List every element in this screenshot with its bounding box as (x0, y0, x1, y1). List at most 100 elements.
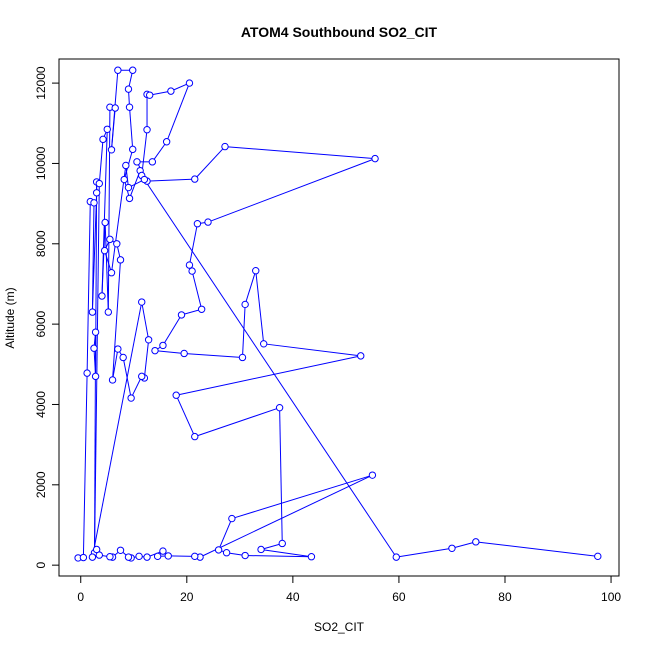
x-tick-label: 80 (498, 590, 512, 604)
y-tick-label: 6000 (34, 310, 48, 337)
series-segment (225, 147, 375, 159)
series-segment (192, 271, 202, 309)
data-point (223, 550, 229, 556)
data-point (192, 433, 198, 439)
series-segment (476, 542, 598, 556)
x-tick-label: 40 (286, 590, 300, 604)
data-point (139, 373, 145, 379)
series-segment (195, 147, 225, 180)
data-point (260, 341, 266, 347)
data-point (198, 306, 204, 312)
data-point (108, 270, 114, 276)
series-segment (147, 179, 195, 181)
data-point (178, 312, 184, 318)
series-segment (280, 408, 283, 544)
data-point (152, 347, 158, 353)
data-point (239, 354, 245, 360)
data-point (194, 221, 200, 227)
y-tick-label: 0 (34, 561, 48, 568)
data-point (109, 377, 115, 383)
series-segment (245, 271, 256, 305)
data-point (595, 553, 601, 559)
series-segment (105, 222, 108, 312)
data-point (121, 176, 127, 182)
data-point (100, 136, 106, 142)
data-point (107, 236, 113, 242)
data-point (120, 354, 126, 360)
data-point (101, 247, 107, 253)
data-point (242, 552, 248, 558)
data-point (91, 200, 97, 206)
data-point (173, 392, 179, 398)
data-point (104, 126, 110, 132)
data-point (126, 104, 132, 110)
data-point (128, 395, 134, 401)
data-point (449, 545, 455, 551)
data-point (92, 329, 98, 335)
data-point (189, 268, 195, 274)
y-tick-label: 12000 (34, 66, 48, 100)
x-tick-label: 100 (601, 590, 621, 604)
y-tick-label: 2000 (34, 471, 48, 498)
data-point (144, 554, 150, 560)
data-point (134, 159, 140, 165)
data-point (102, 219, 108, 225)
data-point (117, 257, 123, 263)
x-tick-label: 20 (180, 590, 194, 604)
x-axis-label: SO2_CIT (314, 620, 365, 634)
data-point (163, 139, 169, 145)
data-point (154, 553, 160, 559)
series-segment (256, 271, 264, 344)
data-point (105, 309, 111, 315)
data-point (99, 293, 105, 299)
y-tick-label: 10000 (34, 146, 48, 180)
data-point (186, 262, 192, 268)
data-point (117, 547, 123, 553)
series-segment (176, 395, 195, 436)
data-point (358, 353, 364, 359)
series-segment (108, 107, 110, 312)
data-point (253, 268, 259, 274)
data-point (205, 219, 211, 225)
data-point (145, 337, 151, 343)
data-point (372, 155, 378, 161)
data-point (89, 554, 95, 560)
data-point (192, 553, 198, 559)
data-point (369, 472, 375, 478)
data-point (160, 548, 166, 554)
series-segment (144, 180, 396, 558)
data-point (258, 546, 264, 552)
data-point (192, 176, 198, 182)
series-segment (242, 304, 245, 357)
series-segment (130, 107, 133, 149)
data-point (80, 554, 86, 560)
plot-frame (59, 59, 619, 576)
data-point (92, 373, 98, 379)
x-tick-label: 0 (77, 590, 84, 604)
data-point (222, 143, 228, 149)
data-point (393, 554, 399, 560)
series-layer (75, 67, 601, 561)
data-point (130, 146, 136, 152)
data-point (107, 554, 113, 560)
data-point (229, 515, 235, 521)
data-point (279, 540, 285, 546)
series-segment (200, 475, 372, 557)
data-point (136, 553, 142, 559)
data-point (144, 127, 150, 133)
series-segment (176, 356, 361, 395)
data-point (168, 88, 174, 94)
series-segment (142, 302, 149, 340)
data-point (89, 309, 95, 315)
data-point (84, 370, 90, 376)
series-segment (264, 344, 361, 356)
series-segment (396, 548, 452, 557)
data-point (126, 195, 132, 201)
data-point (139, 299, 145, 305)
data-point (125, 86, 131, 92)
series-segment (452, 542, 476, 548)
data-point (149, 159, 155, 165)
y-tick-label: 8000 (34, 230, 48, 257)
